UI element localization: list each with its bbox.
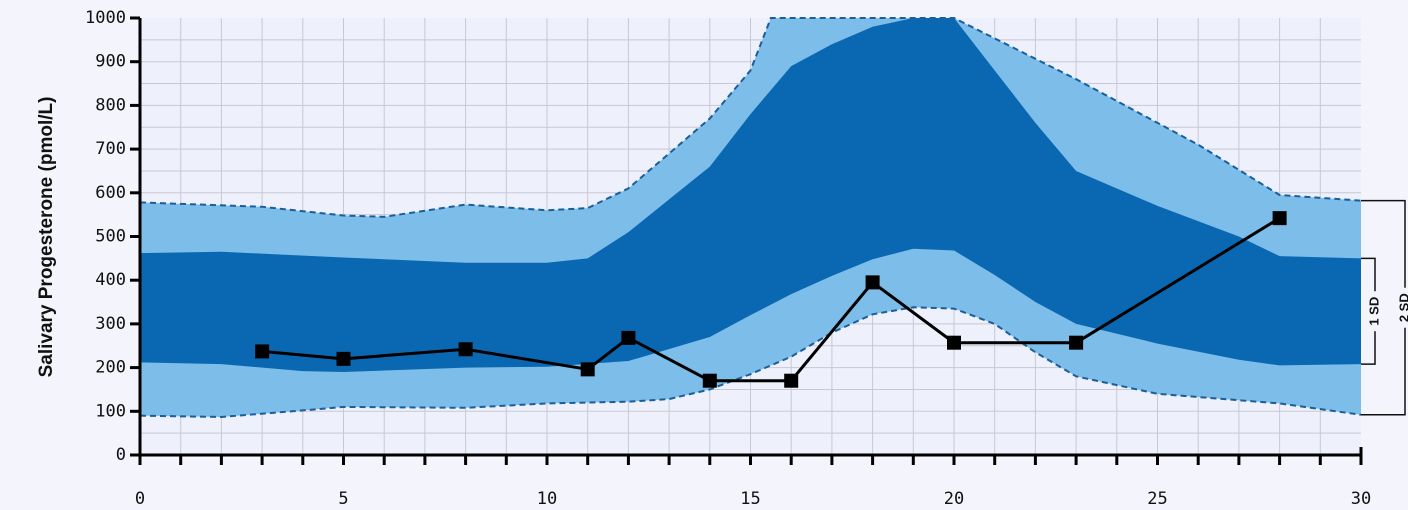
sd-bands	[139, 17, 1362, 418]
y-tick-label: 500	[95, 227, 126, 247]
sd2-label: 2 SD	[1396, 293, 1408, 322]
data-point	[1272, 211, 1287, 226]
data-point	[947, 335, 961, 350]
sd1-label: 1 SD	[1366, 297, 1381, 326]
data-point	[621, 330, 636, 345]
y-tick-label: 100	[95, 401, 126, 421]
x-tick-label: 0	[135, 489, 145, 509]
data-point	[784, 373, 799, 388]
sd-brackets: 1 SD 2 SD	[1361, 199, 1408, 416]
data-point	[336, 351, 351, 366]
tick-labels: 0 100 200 300 400 500 600 700 800 900 1000 0 5 10 15 20…	[85, 8, 1371, 509]
y-tick-label: 1000	[85, 8, 126, 28]
axes	[130, 16, 1363, 465]
x-tick-label: 5	[338, 489, 348, 509]
data-point	[580, 362, 595, 377]
y-tick-label: 400	[95, 270, 126, 290]
data-point	[255, 344, 270, 359]
sd2-upper-edge	[139, 17, 1362, 218]
y-tick-label: 0	[116, 445, 126, 465]
sd1-label-bg	[1367, 291, 1383, 332]
x-tick-label: 10	[537, 489, 557, 509]
y-tick-label: 900	[95, 52, 126, 72]
data-series	[255, 211, 1287, 388]
data-point	[865, 275, 880, 290]
y-tick-label: 600	[95, 183, 126, 203]
y-tick-label: 800	[95, 95, 126, 115]
sd2-label-bg	[1397, 287, 1408, 328]
data-point	[702, 373, 717, 388]
sd1-band	[140, 18, 1361, 372]
y-tick-label: 200	[95, 358, 126, 378]
x-tick-label: 25	[1147, 489, 1167, 509]
data-point	[1069, 335, 1084, 350]
data-point	[458, 342, 473, 357]
sd2-lower-edge	[139, 306, 1362, 418]
y-tick-label: 300	[95, 314, 126, 334]
y-axis-label: Salivary Progesterone (pmol/L)	[36, 97, 57, 378]
y-tick-label: 700	[95, 139, 126, 159]
x-tick-label: 30	[1351, 489, 1371, 509]
x-tick-label: 20	[944, 489, 964, 509]
x-tick-label: 15	[740, 489, 760, 509]
